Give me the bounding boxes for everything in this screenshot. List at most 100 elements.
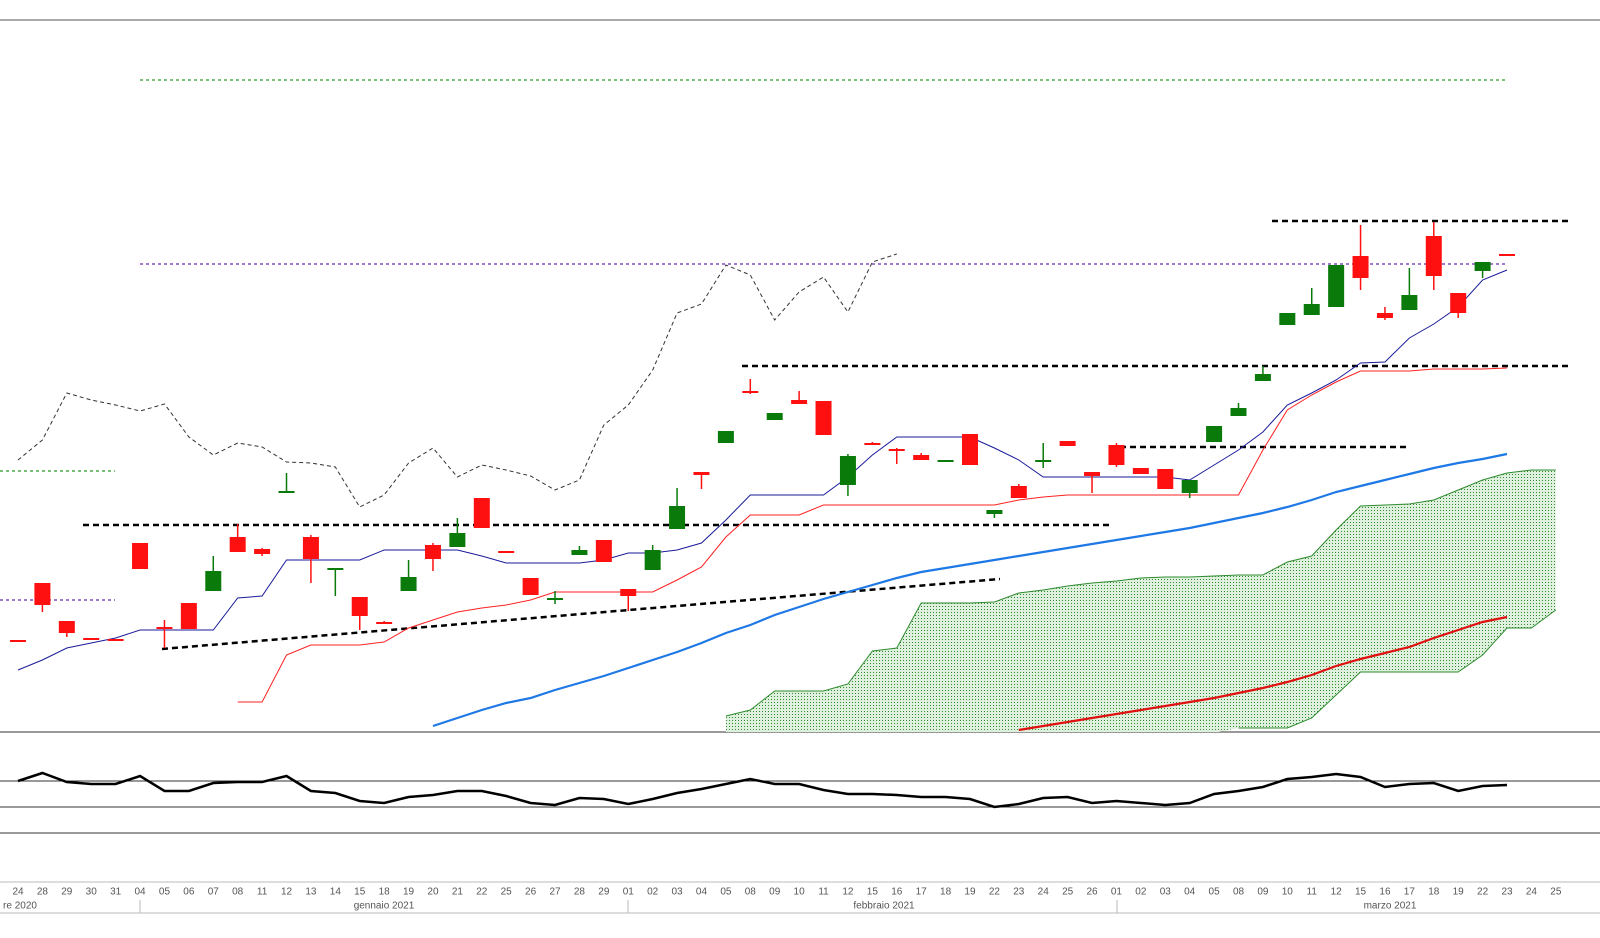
candle-body xyxy=(327,568,344,570)
x-tick-label: 26 xyxy=(525,887,537,898)
candle-body xyxy=(986,510,1003,514)
candle-body xyxy=(58,621,75,633)
x-tick-label: 23 xyxy=(1501,887,1513,898)
x-tick-label: 15 xyxy=(1355,887,1367,898)
candle-body xyxy=(1206,426,1223,442)
month-label: gennaio 2021 xyxy=(354,901,415,912)
x-tick-label: 26 xyxy=(1086,887,1098,898)
x-tick-label: 22 xyxy=(476,887,488,898)
candle-body xyxy=(1230,408,1247,416)
x-tick-label: 08 xyxy=(745,887,757,898)
x-tick-label: 09 xyxy=(1257,887,1269,898)
x-tick-label: 03 xyxy=(672,887,684,898)
candle-body xyxy=(1425,236,1442,276)
candle-body xyxy=(1084,472,1101,476)
candle-body xyxy=(1181,480,1198,493)
x-tick-label: 19 xyxy=(1453,887,1465,898)
candle-body xyxy=(1352,256,1369,278)
candle-body xyxy=(669,506,686,529)
candle-body xyxy=(10,640,26,642)
indicator-line xyxy=(17,253,897,508)
candle-body xyxy=(1035,460,1052,462)
candle-body xyxy=(766,413,783,420)
candle-body xyxy=(1279,313,1296,325)
indicator-line xyxy=(432,452,1508,728)
x-tick-label: 11 xyxy=(818,887,829,898)
cloud xyxy=(725,470,1556,732)
x-tick-label: 28 xyxy=(574,887,586,898)
candle-body xyxy=(473,498,490,528)
x-tick-label: 18 xyxy=(940,887,952,898)
candle-body xyxy=(1157,469,1174,489)
candle-body xyxy=(449,533,466,547)
x-tick-label: 05 xyxy=(159,887,171,898)
x-tick-label: 10 xyxy=(794,887,806,898)
x-tick-label: 27 xyxy=(549,887,561,898)
x-tick-label: 01 xyxy=(623,887,635,898)
x-tick-label: 20 xyxy=(427,887,439,898)
candle-body xyxy=(376,622,393,624)
x-tick-label: 29 xyxy=(61,887,73,898)
month-label: marzo 2021 xyxy=(1364,901,1417,912)
candle-body xyxy=(913,455,930,460)
month-label: febbraio 2021 xyxy=(853,901,915,912)
candle-body xyxy=(547,598,564,600)
candle-body xyxy=(1401,295,1418,310)
x-tick-label: 31 xyxy=(110,887,122,898)
candle-body xyxy=(83,638,100,640)
x-tick-label: 25 xyxy=(501,887,513,898)
x-tick-label: 15 xyxy=(867,887,879,898)
x-tick-label: 29 xyxy=(598,887,610,898)
candle-body xyxy=(522,578,539,595)
x-tick-label: 18 xyxy=(379,887,391,898)
x-tick-label: 22 xyxy=(1477,887,1489,898)
cloud-lower xyxy=(1238,609,1557,729)
oscillator-line xyxy=(17,771,1508,809)
candle-body xyxy=(156,627,173,629)
x-tick-label: 06 xyxy=(183,887,195,898)
candle-body xyxy=(717,431,734,443)
candle-body xyxy=(644,550,661,570)
candle-body xyxy=(1328,265,1345,307)
x-tick-label: 01 xyxy=(1111,887,1123,898)
month-label: re 2020 xyxy=(3,901,37,912)
candle-body xyxy=(205,571,222,591)
x-tick-label: 16 xyxy=(1379,887,1391,898)
candle-body xyxy=(1450,293,1467,313)
indicator-line xyxy=(237,367,1508,703)
candle-body xyxy=(1108,445,1125,465)
x-tick-label: 12 xyxy=(1331,887,1343,898)
indicator-line xyxy=(1018,615,1508,732)
candle-body xyxy=(400,577,417,591)
x-tick-label: 09 xyxy=(769,887,781,898)
price-panel xyxy=(0,79,1568,732)
x-tick-label: 21 xyxy=(452,887,464,898)
candle-body xyxy=(693,472,710,475)
trend-line xyxy=(161,577,1001,651)
candle-body xyxy=(961,434,978,465)
candle-body xyxy=(1254,374,1271,381)
indicator-line xyxy=(17,269,1508,671)
x-tick-label: 24 xyxy=(1038,887,1050,898)
candle-body xyxy=(351,597,368,616)
candle-body xyxy=(839,456,856,485)
x-tick-label: 17 xyxy=(916,887,928,898)
x-tick-label: 10 xyxy=(1282,887,1294,898)
x-tick-label: 07 xyxy=(208,887,220,898)
x-tick-label: 08 xyxy=(232,887,244,898)
candle-body xyxy=(864,443,881,445)
candle-body xyxy=(1010,486,1027,498)
candle-body xyxy=(1132,468,1149,474)
x-tick-label: 04 xyxy=(696,887,708,898)
x-tick-label: 17 xyxy=(1404,887,1416,898)
candle-body xyxy=(1059,441,1076,446)
candle-body xyxy=(498,551,515,553)
x-tick-label: 02 xyxy=(647,887,659,898)
x-tick-label: 22 xyxy=(989,887,1001,898)
x-tick-label: 11 xyxy=(1307,887,1318,898)
x-tick-label: 24 xyxy=(1526,887,1538,898)
x-tick-label: 04 xyxy=(1184,887,1196,898)
candle-body xyxy=(815,401,832,435)
candle-body xyxy=(1376,313,1393,318)
